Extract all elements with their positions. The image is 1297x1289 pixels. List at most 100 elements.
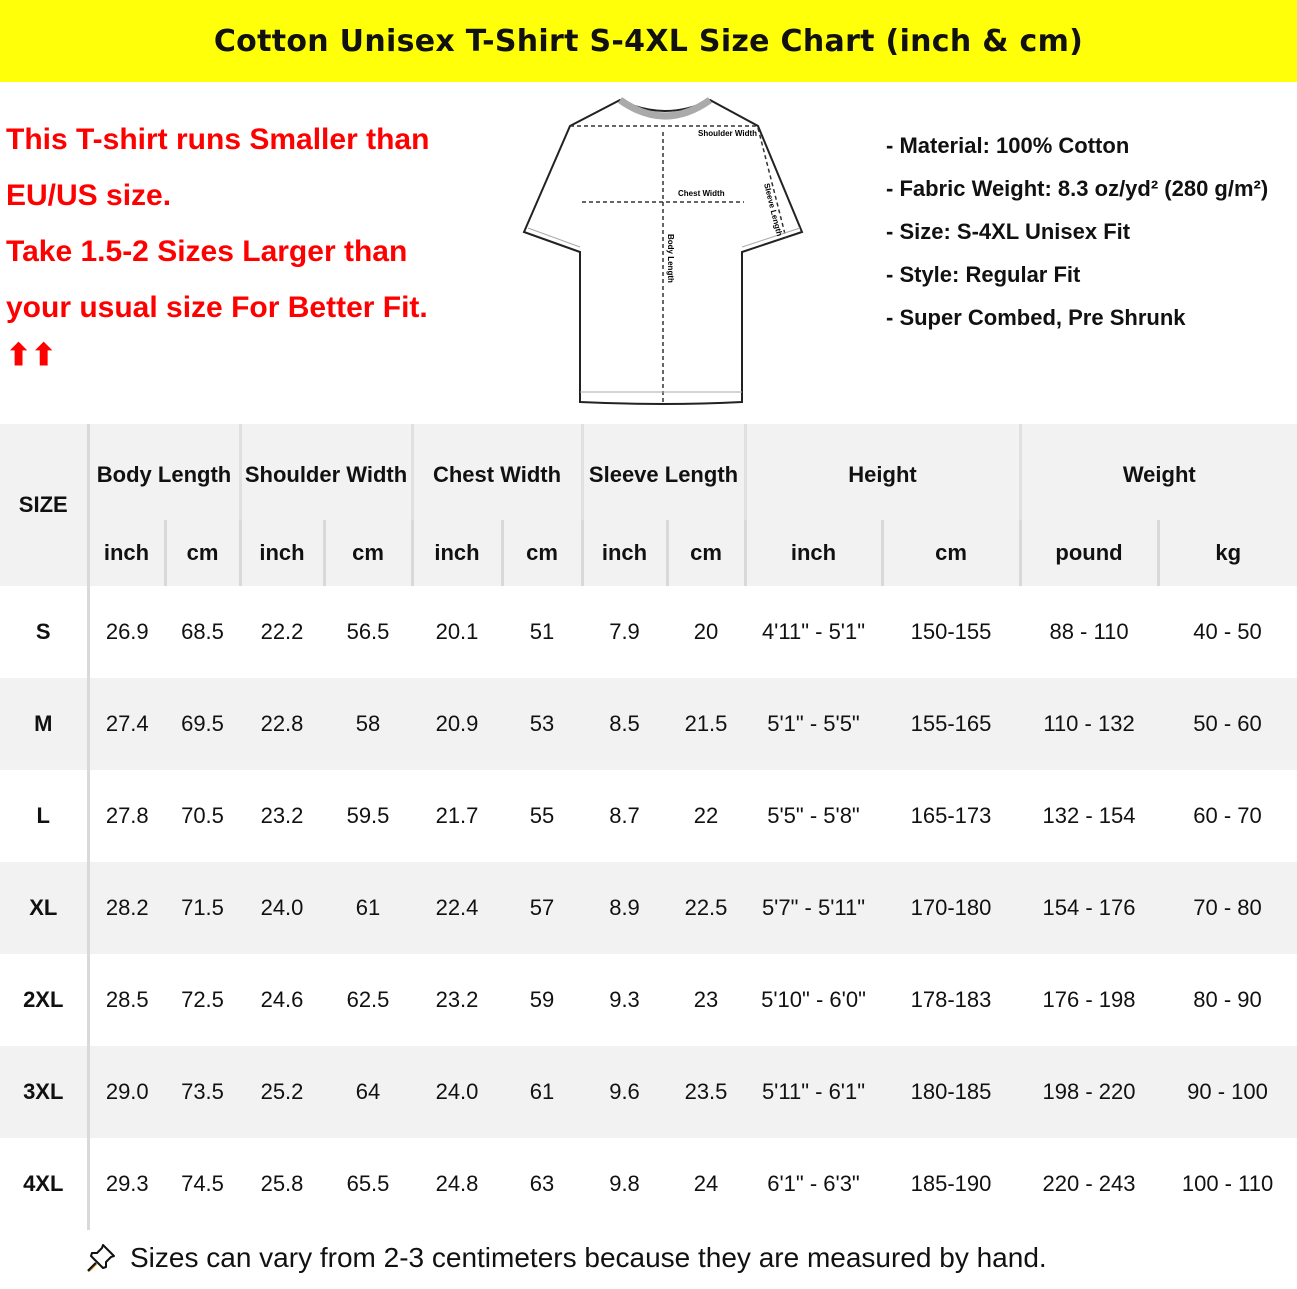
value-cell: 5'5" - 5'8" <box>767 803 860 828</box>
unit-header: inch <box>743 520 882 586</box>
group-header: Weight <box>1018 424 1297 520</box>
value-cell: 55 <box>529 803 555 828</box>
value-cell: 68.5 <box>181 619 224 644</box>
value-cell: 9.6 <box>582 1046 667 1138</box>
value-cell: 20 <box>693 619 719 644</box>
unit-header: inch <box>580 520 667 586</box>
value-cell: 72.5 <box>181 987 224 1012</box>
value-cell: 5'11" - 6'1" <box>745 1046 882 1138</box>
value-cell: 24 <box>693 1171 719 1196</box>
value-cell: 22 <box>693 803 719 828</box>
value-cell: 132 - 154 <box>1042 803 1136 828</box>
footer-text: Sizes can vary from 2-3 centimeters beca… <box>130 1242 1047 1273</box>
unit-header: pound <box>1018 520 1159 586</box>
size-cell: 4XL <box>0 1138 90 1230</box>
spec-list: - Material: 100% Cotton - Fabric Weight:… <box>886 124 1286 339</box>
spec-item: - Style: Regular Fit <box>886 262 1081 287</box>
value-cell: 185-190 <box>910 1171 992 1196</box>
value-cell: 25.2 <box>240 1046 324 1138</box>
unit-header: cm <box>322 520 412 586</box>
value-cell: 20.9 <box>412 678 502 770</box>
shoulder-width-label: Shoulder Width <box>698 129 757 138</box>
value-cell: 61 <box>502 1046 582 1138</box>
table-row: S 26.9 68.5 22.2 56.5 20.1 51 7.9 20 4'11" - 5'1"… <box>0 586 1297 678</box>
value-cell: 165-173 <box>910 803 992 828</box>
body-length-label: Body Length <box>666 234 675 283</box>
value-cell: 25.8 <box>260 1171 304 1196</box>
spec-item: - Material: 100% Cotton <box>886 133 1130 158</box>
value-cell: 110 - 132 <box>1020 678 1159 770</box>
value-cell: 27.4 <box>88 678 165 770</box>
value-cell: 180-185 <box>882 1046 1021 1138</box>
value-cell: 69.5 <box>165 678 240 770</box>
value-cell: 23 <box>693 987 719 1012</box>
value-cell: 80 - 90 <box>1193 987 1262 1012</box>
value-cell: 23.2 <box>435 987 479 1012</box>
unit-header: kg <box>1156 520 1297 586</box>
unit-header: cm <box>665 520 745 586</box>
value-cell: 88 - 110 <box>1049 619 1129 644</box>
size-header: SIZE <box>0 424 90 586</box>
value-cell: 9.3 <box>609 987 640 1012</box>
value-cell: 198 - 220 <box>1020 1046 1159 1138</box>
value-cell: 60 - 70 <box>1193 803 1262 828</box>
value-cell: 51 <box>529 619 555 644</box>
group-header: Shoulder Width <box>238 424 412 520</box>
size-cell: M <box>0 678 90 770</box>
table-row: 3XL 29.0 73.5 25.2 64 24.0 61 9.6 23.5 5'11" - 6'… <box>0 1046 1297 1138</box>
value-cell: 24.0 <box>412 1046 502 1138</box>
value-cell: 100 - 110 <box>1181 1171 1274 1196</box>
value-cell: 29.3 <box>105 1171 149 1196</box>
table-row: XL 28.2 71.5 24.0 61 22.4 57 8.9 22.5 5'7" - 5'11… <box>0 862 1297 954</box>
value-cell: 178-183 <box>910 987 992 1012</box>
value-cell: 9.8 <box>609 1171 640 1196</box>
value-cell: 220 - 243 <box>1042 1171 1136 1196</box>
value-cell: 65.5 <box>346 1171 390 1196</box>
spec-item: - Super Combed, Pre Shrunk <box>886 305 1186 330</box>
value-cell: 4'11" - 5'1" <box>761 619 866 644</box>
value-cell: 50 - 60 <box>1158 678 1297 770</box>
size-table: SIZE Body Length Shoulder Width Chest Wi… <box>0 424 1297 1230</box>
value-cell: 71.5 <box>165 862 240 954</box>
warning-line: This T-shirt runs Smaller than <box>6 123 430 156</box>
value-cell: 23.2 <box>260 803 304 828</box>
value-cell: 62.5 <box>346 987 390 1012</box>
value-cell: 24.8 <box>435 1171 479 1196</box>
value-cell: 150-155 <box>910 619 992 644</box>
unit-header: inch <box>410 520 502 586</box>
value-cell: 22.2 <box>260 619 304 644</box>
up-arrows-icon: ⬆⬆ <box>6 339 57 372</box>
value-cell: 6'1" - 6'3" <box>767 1171 860 1196</box>
value-cell: 40 - 50 <box>1193 619 1262 644</box>
value-cell: 24.6 <box>260 987 304 1012</box>
value-cell: 23.5 <box>667 1046 745 1138</box>
value-cell: 64 <box>324 1046 412 1138</box>
size-cell: 2XL <box>0 954 90 1046</box>
spec-item: - Fabric Weight: 8.3 oz/yd² (280 g/m²) <box>886 176 1269 201</box>
value-cell: 8.9 <box>582 862 667 954</box>
pushpin-icon <box>87 1244 115 1272</box>
tshirt-diagram: Shoulder Width Chest Width Body Length S… <box>522 97 804 405</box>
value-cell: 155-165 <box>882 678 1021 770</box>
value-cell: 57 <box>502 862 582 954</box>
value-cell: 22.5 <box>667 862 745 954</box>
group-header: Height <box>743 424 1021 520</box>
value-cell: 27.8 <box>105 803 149 828</box>
value-cell: 53 <box>502 678 582 770</box>
value-cell: 21.7 <box>435 803 479 828</box>
size-warning: This T-shirt runs Smaller than EU/US siz… <box>6 112 506 376</box>
size-cell: S <box>0 586 90 678</box>
unit-header: cm <box>500 520 582 586</box>
footer-note: Sizes can vary from 2-3 centimeters beca… <box>86 1236 1047 1280</box>
value-cell: 8.7 <box>609 803 640 828</box>
value-cell: 26.9 <box>105 619 149 644</box>
unit-header: cm <box>880 520 1021 586</box>
group-header: Sleeve Length <box>580 424 745 520</box>
table-row: L 27.8 70.5 23.2 59.5 21.7 55 8.7 22 5'5" - 5'8" 1… <box>0 770 1297 862</box>
page-title: Cotton Unisex T-Shirt S-4XL Size Chart (… <box>0 0 1297 82</box>
value-cell: 90 - 100 <box>1158 1046 1297 1138</box>
size-cell: XL <box>0 862 90 954</box>
warning-line: Take 1.5-2 Sizes Larger than <box>6 235 408 268</box>
value-cell: 28.2 <box>88 862 165 954</box>
value-cell: 59 <box>529 987 555 1012</box>
